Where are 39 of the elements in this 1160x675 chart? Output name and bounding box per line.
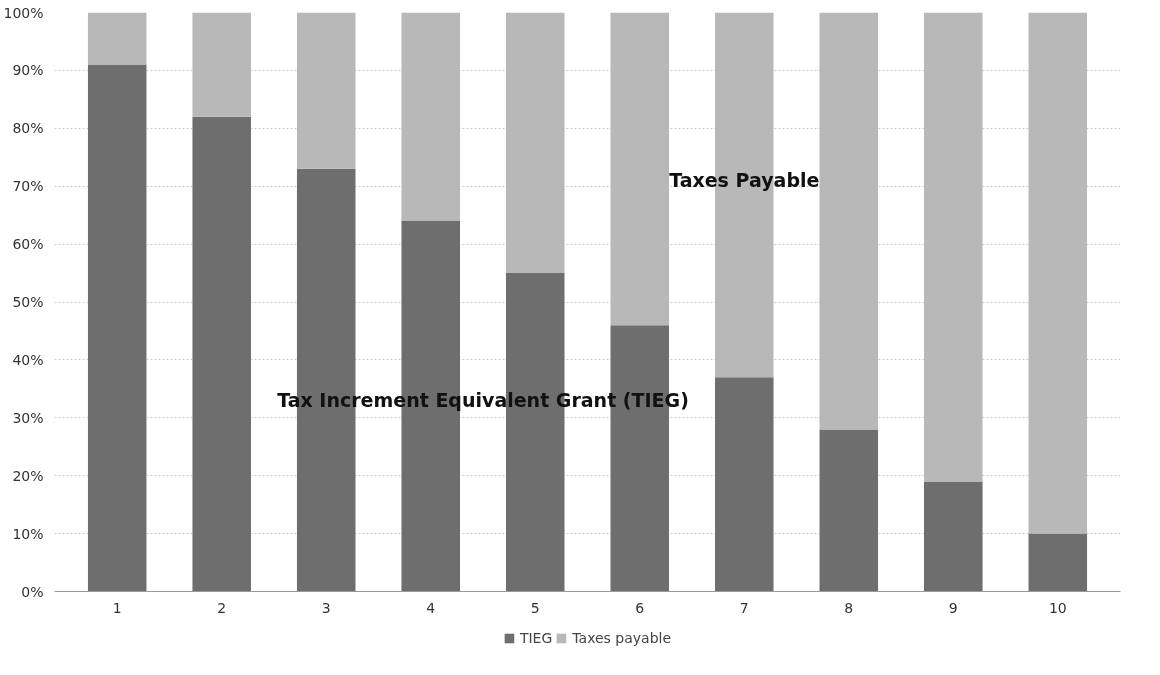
bar	[924, 12, 983, 482]
y-tick-label: 60%	[12, 236, 44, 253]
y-tick-label: 0%	[21, 583, 44, 600]
y-tick-label: 100%	[3, 4, 44, 21]
y-tick-label: 40%	[12, 351, 44, 368]
y-tick-label: 20%	[12, 467, 44, 484]
annotation: Taxes Payable	[669, 169, 820, 192]
legend-label: TIEG	[519, 629, 553, 646]
x-tick-label: 10	[1048, 599, 1067, 616]
bar	[819, 12, 879, 430]
x-tick-label: 5	[530, 599, 540, 616]
bar	[87, 64, 147, 592]
y-tick-label: 10%	[12, 525, 44, 542]
x-tick-label: 2	[217, 599, 227, 616]
bar	[1028, 533, 1088, 592]
x-tick-label: 3	[321, 599, 331, 616]
y-tick-label: 80%	[12, 120, 44, 137]
y-tick-label: 90%	[12, 62, 44, 79]
bar	[819, 429, 879, 592]
bar	[1028, 12, 1088, 534]
bar	[924, 481, 983, 592]
x-tick-label: 4	[426, 599, 436, 616]
bar	[192, 12, 251, 117]
x-tick-label: 7	[739, 599, 749, 616]
bar	[715, 377, 774, 592]
bar	[87, 12, 147, 65]
bar	[401, 12, 460, 221]
legend-label: Taxes payable	[572, 629, 672, 646]
bar	[192, 116, 251, 592]
bar	[505, 12, 565, 274]
x-tick-label: 9	[948, 599, 958, 616]
x-tick-label: 8	[844, 599, 854, 616]
x-tick-label: 1	[112, 599, 122, 616]
y-tick-label: 70%	[12, 178, 44, 195]
bar	[296, 12, 356, 169]
x-tick-label: 6	[635, 599, 645, 616]
bar	[610, 12, 670, 326]
y-tick-label: 50%	[12, 294, 44, 310]
y-tick-label: 30%	[12, 409, 44, 426]
